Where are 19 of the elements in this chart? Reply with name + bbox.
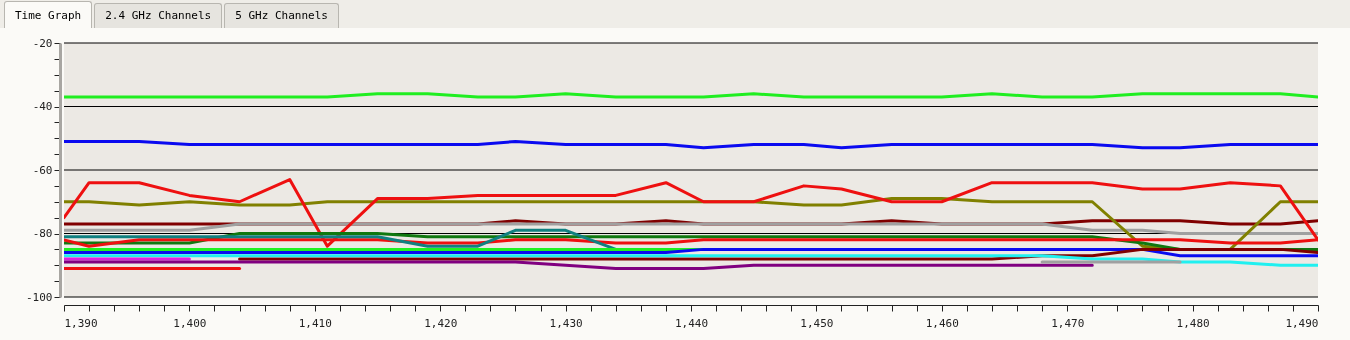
text: 2.4 GHz Channels — [94, 3, 223, 28]
x-tick-label: 1,410 — [298, 316, 332, 330]
x-tick-label: 1,490 — [1285, 316, 1319, 330]
y-tick-label: -20 — [32, 36, 53, 50]
y-tick-label: -100 — [26, 290, 53, 304]
x-tick-label: 1,470 — [1051, 316, 1085, 330]
x-tick-label: 1,400 — [173, 316, 207, 330]
x-tick-label: 1,420 — [424, 316, 458, 330]
x-tick-label: 1,440 — [674, 316, 709, 330]
y-tick-label: -80 — [32, 227, 53, 240]
text: Time Graph — [4, 1, 93, 28]
x-tick-label: 1,450 — [800, 316, 834, 330]
y-tick-label: -40 — [32, 100, 53, 113]
x-tick-label: 1,460 — [925, 316, 959, 330]
x-tick-label: 1,430 — [549, 316, 583, 330]
x-tick-label: 1,390 — [64, 316, 98, 330]
text: 5 GHz Channels — [224, 3, 339, 28]
y-tick-label: -60 — [32, 163, 53, 177]
x-tick-label: 1,480 — [1176, 316, 1210, 330]
